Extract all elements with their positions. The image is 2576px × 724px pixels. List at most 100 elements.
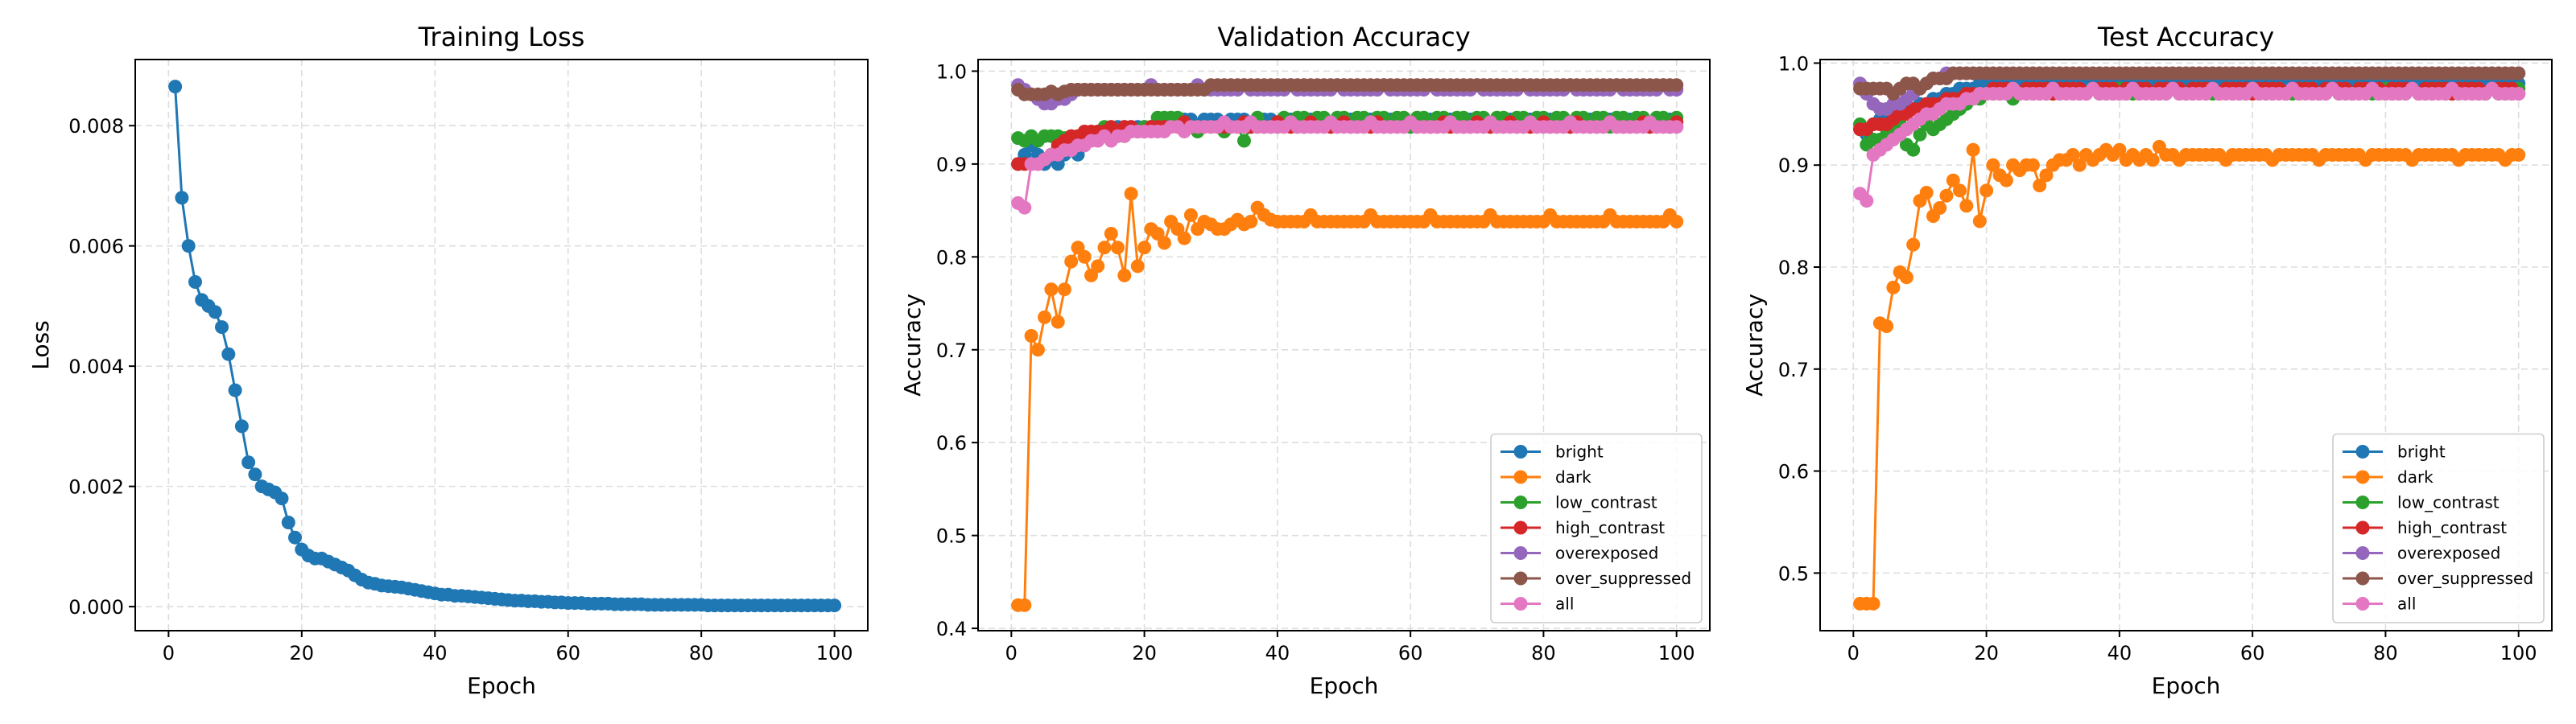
- x-tick-label: 60: [2240, 642, 2265, 664]
- y-axis-label: Accuracy: [1741, 294, 1768, 397]
- data-point: [1906, 237, 1921, 252]
- legend-item-overexposed: overexposed: [1501, 544, 1658, 563]
- legend-label: dark: [1555, 467, 1591, 487]
- series-over_suppressed: [1011, 78, 1684, 101]
- data-point: [2512, 148, 2526, 162]
- data-point: [1972, 214, 1987, 228]
- legend-label: over_suppressed: [1555, 569, 1691, 588]
- chart-2: 0 20 40 60 80 100 0.5 0.6 0.7 0.8 0.9 1.0 Test Accur…: [1741, 22, 2553, 699]
- x-tick-label: 40: [2107, 642, 2132, 664]
- series-loss: [168, 80, 842, 613]
- x-tick-label: 40: [1265, 642, 1290, 664]
- data-point: [1097, 241, 1112, 255]
- data-point: [1057, 282, 1071, 297]
- x-tick-label: 80: [2373, 642, 2398, 664]
- legend-box: [1490, 433, 1703, 623]
- legend-item-low_contrast: low_contrast: [2343, 493, 2500, 512]
- data-point: [275, 492, 289, 506]
- series-over_suppressed: [1853, 66, 2526, 101]
- legend-item-low_contrast: low_contrast: [1501, 493, 1657, 512]
- axes-frame: [1819, 59, 2553, 631]
- y-tick-label: 0.7: [936, 339, 967, 362]
- data-point: [181, 239, 196, 253]
- legend-item-dark: dark: [1501, 467, 1591, 487]
- y-tick-label: 0.8: [936, 246, 967, 269]
- x-tick-label: 20: [290, 642, 315, 664]
- legend-label: overexposed: [2397, 544, 2500, 563]
- x-tick-label: 40: [423, 642, 448, 664]
- x-tick-label: 20: [1132, 642, 1157, 664]
- data-point: [1044, 282, 1059, 297]
- legend-label: all: [2397, 594, 2416, 614]
- data-point: [1177, 231, 1191, 245]
- axes-frame: [134, 59, 869, 631]
- legend: bright dark low_contrast high_contrastovere…: [2332, 433, 2545, 623]
- y-tick-label: 0.8: [1778, 257, 1809, 279]
- data-point: [1130, 259, 1145, 274]
- data-point: [1137, 241, 1152, 255]
- data-point: [1018, 200, 1032, 215]
- series-all: [1011, 115, 1684, 215]
- y-tick-label: 0.5: [1778, 562, 1809, 585]
- x-tick-label: 100: [816, 642, 853, 664]
- data-point: [2145, 153, 2160, 167]
- legend-item-high_contrast: high_contrast: [1501, 518, 1665, 537]
- legend-marker: [2355, 496, 2370, 509]
- data-point: [1117, 268, 1132, 282]
- data-point: [1038, 310, 1052, 324]
- y-tick-label: 0.9: [936, 154, 967, 176]
- data-point: [1030, 343, 1045, 357]
- legend-item-bright: bright: [1501, 442, 1604, 462]
- data-point: [2112, 142, 2127, 157]
- data-point: [1999, 173, 2013, 187]
- data-point: [1860, 194, 1874, 208]
- legend-label: bright: [1555, 442, 1604, 462]
- legend-marker: [1513, 520, 1528, 535]
- x-tick-label: 0: [1847, 642, 1860, 664]
- data-point: [1157, 236, 1171, 250]
- legend-item-all: all: [2343, 594, 2416, 614]
- legend-item-high_contrast: high_contrast: [2343, 518, 2507, 537]
- data-point: [1183, 208, 1198, 222]
- data-point: [221, 347, 236, 361]
- legend-marker: [2355, 546, 2370, 560]
- legend-label: low_contrast: [2397, 493, 2500, 512]
- legend-label: low_contrast: [1555, 493, 1657, 512]
- x-tick-label: 0: [1005, 642, 1018, 664]
- y-tick-label: 0.9: [1778, 154, 1809, 177]
- legend-item-overexposed: overexposed: [2343, 544, 2500, 563]
- data-point: [1986, 158, 2000, 172]
- x-tick-label: 60: [1398, 642, 1423, 664]
- data-point: [1953, 183, 1967, 198]
- legend-item-bright: bright: [2343, 442, 2446, 462]
- y-tick-label: 0.002: [68, 476, 124, 499]
- legend-label: dark: [2397, 467, 2434, 487]
- legend-item-dark: dark: [2343, 467, 2434, 487]
- legend-item-over_suppressed: over_suppressed: [1501, 569, 1691, 588]
- data-point: [215, 320, 229, 335]
- y-axis-label: Loss: [27, 320, 54, 369]
- legend-label: high_contrast: [1555, 518, 1665, 537]
- data-point: [1886, 280, 1901, 294]
- data-point: [1237, 134, 1251, 148]
- plot-area: [1853, 66, 2526, 611]
- data-point: [281, 516, 295, 529]
- data-point: [2512, 66, 2526, 80]
- data-point: [1077, 249, 1092, 264]
- data-point: [1104, 227, 1118, 241]
- data-point: [1064, 254, 1079, 269]
- legend-marker: [2355, 470, 2370, 484]
- data-point: [1670, 120, 1684, 134]
- data-point: [2033, 179, 2047, 193]
- data-point: [1880, 319, 1894, 333]
- data-point: [248, 467, 262, 482]
- x-tick-label: 80: [1531, 642, 1556, 664]
- data-point: [1091, 259, 1105, 274]
- legend-marker: [1513, 470, 1528, 484]
- axes-frame: [977, 59, 1711, 631]
- data-point: [1939, 188, 1954, 203]
- legend-label: high_contrast: [2397, 518, 2507, 537]
- chart-title: Training Loss: [418, 22, 585, 52]
- x-tick-label: 20: [1974, 642, 1999, 664]
- chart-title: Test Accuracy: [2097, 22, 2274, 52]
